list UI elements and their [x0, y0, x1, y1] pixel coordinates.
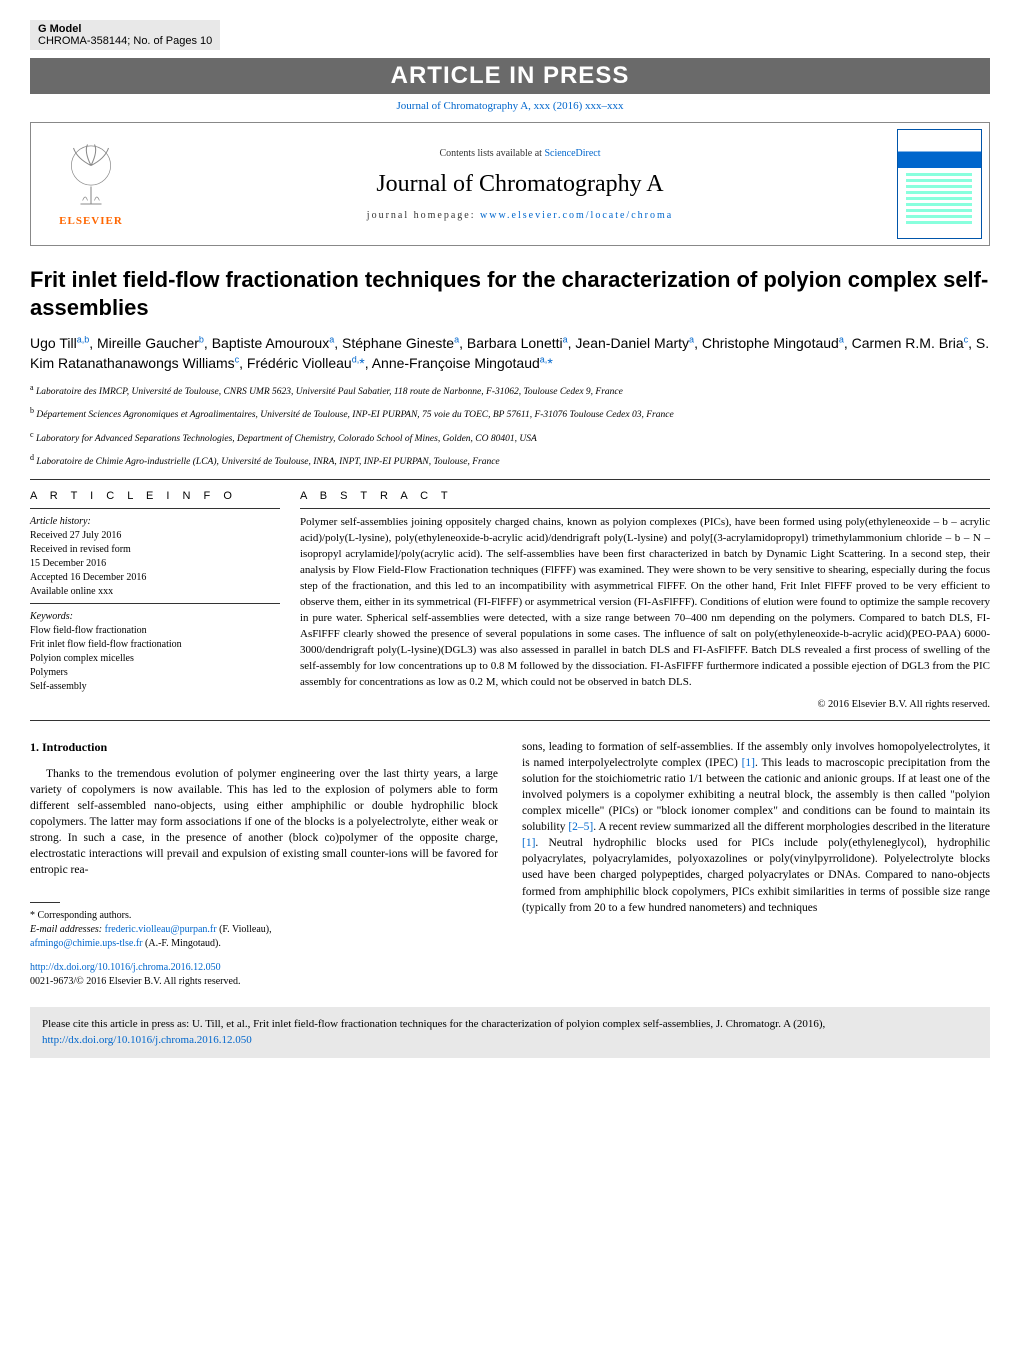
- left-column: 1. Introduction Thanks to the tremendous…: [30, 739, 498, 989]
- history-line: Received 27 July 2016: [30, 529, 280, 543]
- ref-link[interactable]: [1]: [522, 837, 535, 849]
- body-paragraph: sons, leading to formation of self-assem…: [522, 739, 990, 916]
- keyword: Polyion complex micelles: [30, 652, 280, 666]
- ref-link[interactable]: [1]: [742, 757, 755, 769]
- corresponding-authors: * Corresponding authors. E-mail addresse…: [30, 902, 498, 951]
- body-text: . Neutral hydrophilic blocks used for PI…: [522, 837, 990, 913]
- mini-separator: [30, 508, 280, 509]
- journal-citation-link[interactable]: Journal of Chromatography A, xxx (2016) …: [30, 100, 990, 112]
- corr-email-link[interactable]: afmingo@chimie.ups-tlse.fr: [30, 938, 143, 949]
- journal-title: Journal of Chromatography A: [161, 171, 879, 198]
- article-history: Article history: Received 27 July 2016Re…: [30, 515, 280, 599]
- affiliation: c Laboratory for Advanced Separations Te…: [30, 429, 990, 446]
- body-columns: 1. Introduction Thanks to the tremendous…: [30, 739, 990, 989]
- separator: [30, 720, 990, 721]
- citation-box: Please cite this article in press as: U.…: [30, 1007, 990, 1058]
- body-paragraph: Thanks to the tremendous evolution of po…: [30, 766, 498, 879]
- ref-link[interactable]: [2–5]: [568, 821, 593, 833]
- gmodel-ref: CHROMA-358144; No. of Pages 10: [38, 35, 212, 47]
- keyword: Polymers: [30, 666, 280, 680]
- keywords-block: Keywords: Flow field-flow fractionationF…: [30, 610, 280, 694]
- body-text: . A recent review summarized all the dif…: [593, 821, 990, 833]
- history-label: Article history:: [30, 515, 280, 529]
- elsevier-text: ELSEVIER: [59, 215, 123, 227]
- email-label: E-mail addresses:: [30, 924, 105, 935]
- mini-separator: [300, 508, 990, 509]
- affiliation: a Laboratoire des IMRCP, Université de T…: [30, 382, 990, 399]
- separator: [30, 479, 990, 480]
- abstract-heading: A B S T R A C T: [300, 490, 990, 502]
- keyword: Flow field-flow fractionation: [30, 624, 280, 638]
- right-column: sons, leading to formation of self-assem…: [522, 739, 990, 989]
- history-line: Accepted 16 December 2016: [30, 571, 280, 585]
- affiliation: d Laboratoire de Chimie Agro-industriell…: [30, 452, 990, 469]
- homepage-link[interactable]: www.elsevier.com/locate/chroma: [480, 210, 673, 221]
- keyword: Self-assembly: [30, 680, 280, 694]
- corr-email-link[interactable]: frederic.violleau@purpan.fr: [105, 924, 217, 935]
- header-center: Contents lists available at ScienceDirec…: [151, 123, 889, 245]
- contents-line: Contents lists available at ScienceDirec…: [161, 148, 879, 159]
- info-abstract-row: A R T I C L E I N F O Article history: R…: [30, 490, 990, 709]
- sciencedirect-link[interactable]: ScienceDirect: [544, 148, 600, 159]
- article-info-heading: A R T I C L E I N F O: [30, 490, 280, 502]
- elsevier-tree-icon: [56, 141, 126, 211]
- mini-separator: [30, 603, 280, 604]
- cover-thumbnail: [889, 123, 989, 245]
- journal-homepage: journal homepage: www.elsevier.com/locat…: [161, 210, 879, 221]
- section-heading: 1. Introduction: [30, 739, 498, 756]
- corr-name: (A.-F. Mingotaud).: [143, 938, 221, 949]
- history-line: Received in revised form: [30, 543, 280, 557]
- cite-text: Please cite this article in press as: U.…: [42, 1018, 825, 1030]
- abstract-text: Polymer self-assemblies joining opposite…: [300, 515, 990, 690]
- affiliations: a Laboratoire des IMRCP, Université de T…: [30, 382, 990, 470]
- copyright-line: © 2016 Elsevier B.V. All rights reserved…: [300, 699, 990, 710]
- mini-separator: [30, 902, 60, 903]
- gmodel-label: G Model: [38, 23, 81, 35]
- corr-label: * Corresponding authors.: [30, 909, 498, 923]
- history-line: Available online xxx: [30, 585, 280, 599]
- doi-block: http://dx.doi.org/10.1016/j.chroma.2016.…: [30, 961, 498, 989]
- contents-prefix: Contents lists available at: [439, 148, 544, 159]
- section-title: Introduction: [42, 740, 107, 754]
- cite-doi-link[interactable]: http://dx.doi.org/10.1016/j.chroma.2016.…: [42, 1034, 252, 1046]
- cover-image: [897, 129, 982, 239]
- author-list: Ugo Tilla,b, Mireille Gaucherb, Baptiste…: [30, 333, 990, 374]
- top-bar: G Model CHROMA-358144; No. of Pages 10: [30, 20, 990, 50]
- elsevier-logo: ELSEVIER: [31, 123, 151, 245]
- keyword: Frit inlet flow field-flow fractionation: [30, 638, 280, 652]
- corr-name: (F. Violleau),: [217, 924, 272, 935]
- article-info: A R T I C L E I N F O Article history: R…: [30, 490, 280, 709]
- abstract: A B S T R A C T Polymer self-assemblies …: [300, 490, 990, 709]
- journal-header: ELSEVIER Contents lists available at Sci…: [30, 122, 990, 246]
- section-number: 1.: [30, 740, 39, 754]
- gmodel-box: G Model CHROMA-358144; No. of Pages 10: [30, 20, 220, 50]
- keywords-label: Keywords:: [30, 610, 280, 624]
- in-press-banner: ARTICLE IN PRESS: [30, 58, 990, 94]
- corr-emails: E-mail addresses: frederic.violleau@purp…: [30, 923, 498, 951]
- doi-link[interactable]: http://dx.doi.org/10.1016/j.chroma.2016.…: [30, 962, 221, 973]
- history-line: 15 December 2016: [30, 557, 280, 571]
- issn-line: 0021-9673/© 2016 Elsevier B.V. All right…: [30, 976, 240, 987]
- affiliation: b Département Sciences Agronomiques et A…: [30, 405, 990, 422]
- article-title: Frit inlet field-flow fractionation tech…: [30, 266, 990, 321]
- homepage-prefix: journal homepage:: [367, 210, 480, 221]
